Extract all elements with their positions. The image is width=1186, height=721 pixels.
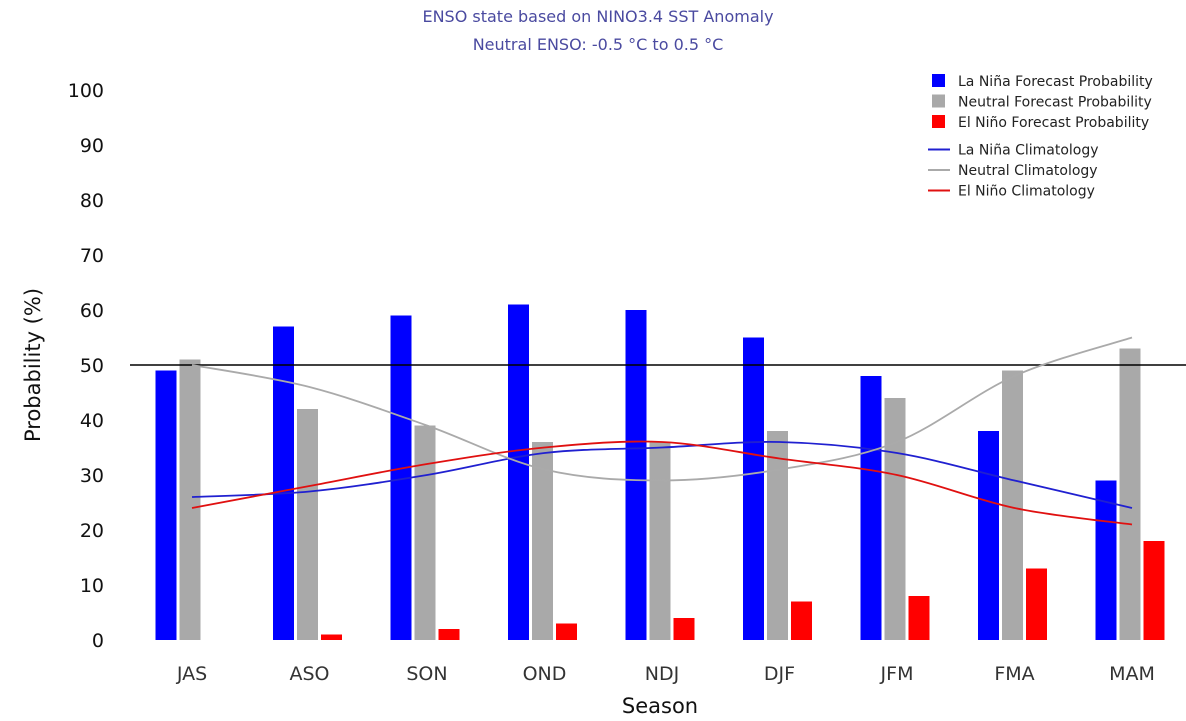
y-tick-label-90: 90 xyxy=(80,135,104,157)
chart-subtitle: Neutral ENSO: -0.5 °C to 0.5 °C xyxy=(473,35,724,54)
bar-1-son xyxy=(414,425,436,640)
x-axis-title: Season xyxy=(622,694,698,718)
chart-title: ENSO state based on NINO3.4 SST Anomaly xyxy=(422,7,773,26)
y-tick-label-40: 40 xyxy=(80,410,104,432)
legend-swatch-1 xyxy=(932,94,945,108)
bar-0-djf xyxy=(743,337,764,640)
line-series-4 xyxy=(191,336,1133,482)
bar-2-son xyxy=(438,629,460,640)
bar-0-fma xyxy=(978,431,999,640)
line-series-3 xyxy=(191,440,1133,509)
bar-0-ond xyxy=(508,304,529,640)
legend-label-0: La Niña Forecast Probability xyxy=(958,74,1153,90)
legend-swatch-2 xyxy=(932,115,945,128)
x-axis-ticks: JAS ASO SON OND NDJ DJF JFM FMA MAM xyxy=(176,663,1155,685)
legend-label-4: Neutral Climatology xyxy=(958,163,1098,179)
bar-0-jas xyxy=(155,370,177,640)
y-axis-title: Probability (%) xyxy=(21,288,45,442)
x-tick-label-jfm: JFM xyxy=(880,663,914,685)
climatology-lines xyxy=(191,336,1133,526)
bar-1-djf xyxy=(767,431,788,640)
y-tick-label-20: 20 xyxy=(80,520,104,542)
y-tick-label-80: 80 xyxy=(80,190,104,212)
y-tick-label-0: 0 xyxy=(92,630,104,652)
x-tick-label-djf: DJF xyxy=(764,663,795,685)
bar-2-ndj xyxy=(673,618,695,640)
x-tick-label-jas: JAS xyxy=(176,663,207,685)
bar-1-fma xyxy=(1002,370,1023,640)
bar-1-jas xyxy=(179,359,201,640)
bar-1-mam xyxy=(1119,348,1141,640)
legend-label-1: Neutral Forecast Probability xyxy=(958,95,1152,111)
y-tick-label-50: 50 xyxy=(80,355,104,377)
y-tick-label-10: 10 xyxy=(80,575,104,597)
x-tick-label-ond: OND xyxy=(523,663,567,685)
x-tick-label-aso: ASO xyxy=(289,663,329,685)
line-series-5 xyxy=(191,440,1133,526)
bar-2-ond xyxy=(556,623,577,640)
bar-2-aso xyxy=(321,634,342,640)
bar-series xyxy=(155,304,1165,640)
bar-1-jfm xyxy=(884,398,906,640)
bar-1-ndj xyxy=(649,442,671,640)
bar-0-jfm xyxy=(860,376,882,640)
bar-2-djf xyxy=(791,601,812,640)
x-tick-label-fma: FMA xyxy=(994,663,1034,685)
bar-2-jfm xyxy=(908,596,930,640)
y-tick-label-60: 60 xyxy=(80,300,104,322)
x-tick-label-ndj: NDJ xyxy=(645,663,679,685)
bar-2-mam xyxy=(1143,541,1165,640)
legend: La Niña Forecast Probability Neutral Fore… xyxy=(928,74,1153,200)
bar-0-ndj xyxy=(625,310,647,640)
legend-label-5: El Niño Climatology xyxy=(958,184,1095,200)
y-tick-label-70: 70 xyxy=(80,245,104,267)
y-tick-label-100: 100 xyxy=(68,80,104,102)
legend-label-2: El Niño Forecast Probability xyxy=(958,115,1149,131)
legend-swatch-0 xyxy=(932,74,945,87)
legend-label-3: La Niña Climatology xyxy=(958,143,1099,159)
x-tick-label-son: SON xyxy=(406,663,447,685)
bar-1-aso xyxy=(297,409,318,640)
bar-0-son xyxy=(390,315,412,640)
bar-1-ond xyxy=(532,442,553,640)
x-tick-label-mam: MAM xyxy=(1109,663,1155,685)
y-axis-ticks: 0 10 20 30 40 50 60 70 80 90 100 xyxy=(68,80,104,652)
bar-0-aso xyxy=(273,326,294,640)
y-tick-label-30: 30 xyxy=(80,465,104,487)
bar-2-fma xyxy=(1026,568,1047,640)
